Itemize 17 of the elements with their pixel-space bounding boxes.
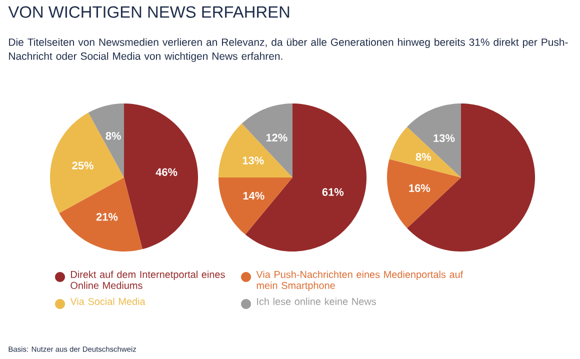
data-label: 16% [409, 184, 430, 192]
data-label: 21% [96, 213, 118, 221]
data-label: 13% [242, 156, 264, 164]
chart-subtitle: Die Titelseiten von Newsmedien verlieren an Relevanz, da über alle Generationen hinweg bereits 31% direkt per Push-Nachricht oder Social Media von wichtigen News erfahren. [9, 38, 568, 62]
data-label: 61% [322, 188, 344, 196]
data-label: 8% [416, 152, 432, 161]
legend-label: Ich lese online keine News [257, 298, 376, 306]
data-label: 8% [106, 132, 121, 140]
data-label: 13% [434, 134, 455, 142]
legend-label: Via Social Media [70, 298, 146, 306]
data-label: 12% [266, 134, 288, 142]
chart-title: VON WICHTIGEN NEWS ERFAHREN [8, 6, 290, 18]
legend-label: Via Push-Nachrichten eines Medienportals auf mein Smartphone [256, 270, 464, 291]
data-label: 14% [243, 192, 264, 200]
legend-label: Direkt auf dem Internetportal eines Online Mediums [70, 270, 225, 289]
data-label: 46% [156, 168, 178, 176]
data-label: 25% [72, 162, 94, 170]
